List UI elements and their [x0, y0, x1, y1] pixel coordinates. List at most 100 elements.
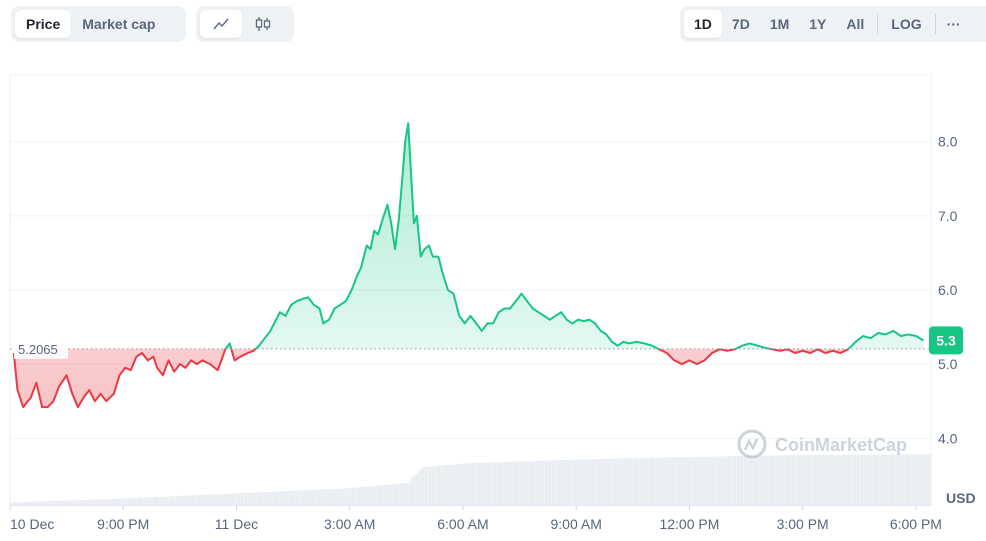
- volume-bar: [607, 458, 610, 505]
- volume-bar: [467, 463, 470, 505]
- volume-bar: [68, 500, 71, 505]
- range-1d-button[interactable]: 1D: [684, 10, 722, 38]
- volume-bar: [684, 457, 687, 505]
- volume-bar: [370, 486, 373, 505]
- log-scale-button[interactable]: LOG: [891, 16, 922, 32]
- price-line-down: [12, 348, 850, 409]
- volume-bar: [678, 457, 681, 505]
- volume-bar: [736, 456, 739, 505]
- volume-bar: [918, 454, 921, 505]
- volume-bar: [635, 458, 638, 505]
- volume-bar: [28, 501, 31, 505]
- volume-bar: [157, 496, 160, 505]
- volume-bar: [743, 455, 746, 505]
- current-price-label: 5.3: [936, 332, 956, 348]
- volume-bar: [569, 459, 572, 505]
- volume-bar: [422, 467, 425, 505]
- price-tab[interactable]: Price: [15, 10, 72, 38]
- volume-bar: [820, 454, 823, 505]
- volume-bar: [304, 490, 307, 505]
- volume-bar: [555, 460, 558, 505]
- volume-bar: [689, 456, 692, 505]
- volume-bar: [535, 460, 538, 505]
- volume-bar: [152, 497, 155, 505]
- volume-bar: [279, 491, 282, 505]
- range-all-button[interactable]: All: [846, 16, 865, 32]
- volume-bar: [866, 454, 869, 505]
- volume-bar: [89, 499, 92, 505]
- y-tick-label: 6.0: [938, 282, 958, 298]
- volume-bar: [657, 457, 660, 505]
- volume-bar: [324, 489, 327, 505]
- volume-bar: [252, 492, 255, 505]
- volume-bar: [630, 458, 633, 505]
- volume-bar: [372, 486, 375, 505]
- range-7d-button[interactable]: 7D: [731, 16, 750, 32]
- volume-bar: [659, 457, 662, 505]
- volume-bar: [519, 461, 522, 505]
- volume-bar: [426, 466, 429, 505]
- volume-bar: [791, 455, 794, 505]
- volume-bar: [202, 494, 205, 505]
- volume-bar: [462, 463, 465, 505]
- volume-bar: [188, 495, 191, 505]
- volume-bar: [721, 456, 724, 505]
- volume-bar: [718, 456, 721, 505]
- volume-bar: [560, 460, 563, 505]
- volume-bar: [173, 496, 176, 505]
- volume-bar: [603, 458, 606, 505]
- volume-bar: [322, 489, 325, 505]
- volume-bar: [415, 473, 418, 505]
- volume-bar: [53, 500, 56, 505]
- volume-bar: [241, 493, 244, 505]
- volume-bar: [250, 492, 253, 505]
- range-1y-button[interactable]: 1Y: [809, 16, 827, 32]
- volume-bar: [580, 459, 583, 505]
- volume-bar: [134, 497, 137, 505]
- market-cap-tab[interactable]: Market cap: [82, 16, 156, 32]
- volume-bar: [539, 460, 542, 505]
- volume-bar: [553, 460, 556, 505]
- volume-bar: [55, 500, 58, 505]
- volume-bar: [875, 454, 878, 505]
- volume-bar: [725, 456, 728, 505]
- volume-bar: [558, 460, 561, 505]
- volume-bar: [265, 491, 268, 505]
- volume-bar: [449, 464, 452, 505]
- candlestick-icon[interactable]: [242, 10, 284, 38]
- line-chart-icon[interactable]: [200, 10, 242, 38]
- volume-bar: [857, 454, 860, 505]
- volume-bar: [834, 454, 837, 505]
- volume-bar: [91, 499, 94, 505]
- volume-bar: [592, 459, 595, 505]
- volume-bar: [399, 483, 402, 505]
- more-options-button[interactable]: ···: [946, 16, 961, 32]
- volume-bar: [542, 460, 545, 505]
- volume-bar: [313, 489, 316, 505]
- x-tick-label: 10 Dec: [10, 516, 54, 532]
- volume-bar: [340, 488, 343, 505]
- volume-bar: [379, 485, 382, 505]
- volume-bar: [823, 454, 826, 505]
- volume-bar: [521, 461, 524, 505]
- volume-bar: [354, 487, 357, 505]
- x-tick-label: 3:00 PM: [777, 516, 829, 532]
- volume-bar: [64, 500, 67, 505]
- range-1m-button[interactable]: 1M: [769, 16, 790, 32]
- volume-bar: [34, 501, 37, 505]
- volume-bar: [367, 486, 370, 505]
- volume-bar: [501, 462, 504, 505]
- volume-bar: [96, 499, 99, 505]
- volume-bar: [254, 492, 257, 505]
- volume-bar: [82, 499, 85, 505]
- volume-bar: [442, 465, 445, 505]
- volume-bar: [274, 491, 277, 505]
- volume-bar: [225, 493, 228, 505]
- watermark-text: CoinMarketCap: [775, 435, 907, 455]
- volume-bar: [890, 454, 893, 505]
- volume-bar: [843, 454, 846, 505]
- volume-bar: [746, 455, 749, 505]
- volume-bar: [637, 458, 640, 505]
